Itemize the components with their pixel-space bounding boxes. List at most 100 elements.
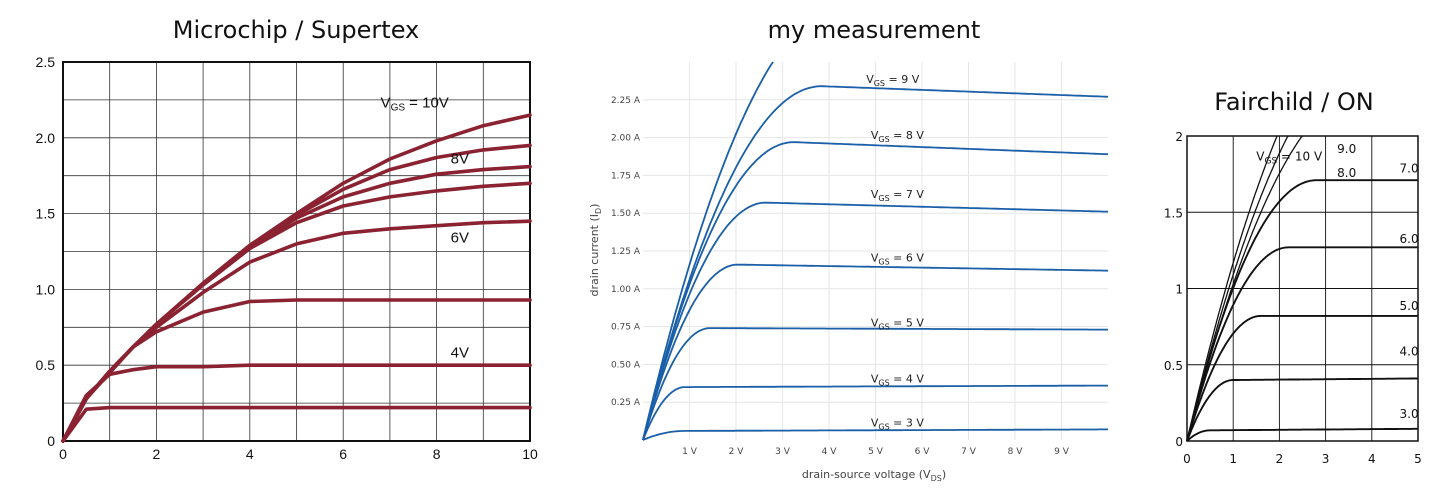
annotation-text: = 10 V: [1277, 149, 1323, 163]
y-tick-label: 2.0: [36, 130, 56, 146]
x-tick-label: 7 V: [961, 447, 977, 457]
y-tick-label: 1.25 A: [611, 247, 641, 257]
annotation-subscript: GS: [391, 102, 406, 113]
series-line-vgs-3.0: [1186, 427, 1418, 442]
annotation-text: 8V: [451, 151, 469, 168]
annotation-label: 6V: [451, 229, 469, 246]
x-tick-label: 2: [1276, 452, 1284, 466]
annotation-text: V: [871, 373, 879, 386]
annotation-text: = 6 V: [890, 252, 925, 265]
annotation-text: = 9 V: [885, 73, 920, 86]
annotation-subscript: GS: [878, 379, 889, 388]
x-tick-label: 4: [246, 446, 254, 462]
annotation-label: 5.0: [1400, 299, 1419, 313]
annotation-label: VGS = 4 V: [871, 373, 925, 388]
series-line-vgs-7: [642, 201, 1109, 441]
annotation-text: V: [871, 188, 879, 201]
annotations: VGS = 10 V 9.0 8.0 7.0 6.0 5.0 4.0 3.0: [1256, 142, 1418, 421]
annotation-subscript: GS: [874, 79, 885, 88]
y-tick-label: 0.5: [1164, 359, 1183, 373]
panel-fairchild-on: Fairchild / ON 0 1 2 3 4 5 0 0.5 1 1.5 2 VGS = 10…: [1164, 88, 1422, 466]
series-line-vgs-10: [1186, 135, 1278, 442]
annotation-text: 5.0: [1400, 299, 1419, 313]
y-tick-label: 1.50 A: [611, 209, 641, 219]
series-lines: [61, 113, 532, 443]
annotation-label: VGS = 7 V: [871, 188, 925, 203]
y-tick-label: 1.75 A: [611, 171, 641, 181]
x-tick-label: 4 V: [822, 447, 838, 457]
series-line-vgs-10: [642, 61, 774, 441]
annotation-text: 4V: [451, 345, 469, 362]
x-tick-label: 6: [339, 446, 347, 462]
x-tick-label: 3 V: [775, 447, 791, 457]
y-tick-label: 1.5: [1164, 206, 1183, 220]
chart-title: my measurement: [768, 16, 981, 44]
plot-frame: [62, 61, 531, 442]
annotation-label: 6.0: [1400, 232, 1419, 246]
series-line-vgs-8.0: [1186, 135, 1303, 442]
annotation-text: V: [1256, 149, 1265, 163]
annotation-text: 8.0: [1337, 166, 1356, 180]
x-tick-label: 5 V: [868, 447, 884, 457]
y-tick-labels: 0 0.5 1.0 1.5 2.0 2.5: [36, 54, 56, 449]
annotation-text: V: [866, 73, 874, 86]
annotation-subscript: GS: [878, 323, 889, 332]
gridlines: [643, 62, 1108, 440]
series-line-vgs-4.0: [1186, 377, 1418, 442]
annotation-text: 6V: [451, 229, 469, 246]
x-tick-labels: 0 2 4 6 8 10: [59, 446, 538, 462]
y-tick-label: 2.25 A: [611, 96, 641, 106]
gridlines: [62, 61, 531, 442]
annotation-subscript: GS: [878, 422, 889, 431]
gridlines: [1186, 135, 1419, 442]
x-tick-label: 8 V: [1008, 447, 1024, 457]
y-tick-label: 0: [47, 433, 55, 449]
x-tick-label: 0: [59, 446, 67, 462]
annotation-label: 3.0: [1400, 407, 1419, 421]
x-tick-label: 2 V: [729, 447, 745, 457]
annotation-text: V: [871, 129, 879, 142]
annotation-label: VGS = 10V: [381, 94, 449, 113]
annotation-text: = 3 V: [890, 416, 925, 429]
annotation-label: 9.0: [1337, 142, 1356, 156]
x-tick-label: 3: [1322, 452, 1330, 466]
y-tick-label: 0.75 A: [611, 323, 641, 333]
x-tick-label: 1: [1229, 452, 1237, 466]
annotation-text: V: [871, 317, 879, 330]
annotation-text: = 7 V: [890, 188, 925, 201]
series-line-vgs-5.0: [1186, 314, 1418, 442]
series-line-0: [61, 405, 532, 443]
annotation-label: 8V: [451, 151, 469, 168]
annotation-text: = 8 V: [890, 129, 925, 142]
series-line-vgs-9: [642, 85, 1109, 441]
x-tick-label: 1 V: [682, 447, 698, 457]
x-tick-label: 2: [153, 446, 161, 462]
panel-my-measurement: my measurement 1 V 2 V 3 V 4 V 5 V 6 V 7 V 8 V 9…: [588, 16, 1109, 483]
annotation-text: 6.0: [1400, 232, 1419, 246]
annotation-text: = 10V: [405, 94, 449, 111]
y-tick-labels: 0 0.5 1 1.5 2: [1164, 130, 1183, 449]
x-tick-label: 10: [522, 446, 538, 462]
annotation-text: V: [871, 252, 879, 265]
annotation-label: VGS = 8 V: [871, 129, 925, 144]
series-line-vgs-9.0: [1186, 135, 1289, 442]
annotation-subscript: GS: [878, 194, 889, 203]
x-tick-label: 0: [1183, 452, 1191, 466]
y-tick-label: 1.5: [36, 206, 56, 222]
y-tick-label: 2: [1175, 130, 1183, 144]
y-tick-label: 2.5: [36, 54, 56, 70]
annotation-text: 4.0: [1400, 345, 1419, 359]
y-tick-label: 1.0: [36, 281, 56, 297]
y-tick-label: 0.50 A: [611, 360, 641, 370]
annotation-label: 4.0: [1400, 345, 1419, 359]
annotation-label: VGS = 5 V: [871, 317, 925, 332]
annotation-label: VGS = 10 V: [1256, 149, 1323, 166]
annotation-text: = 4 V: [890, 373, 925, 386]
series-lines: [642, 61, 1109, 441]
x-tick-label: 8: [433, 446, 441, 462]
y-tick-label: 2.00 A: [611, 134, 641, 144]
annotations: VGS = 10V 8V 6V 4V: [381, 94, 469, 361]
x-axis-label: drain-source voltage (VDS): [802, 468, 946, 483]
